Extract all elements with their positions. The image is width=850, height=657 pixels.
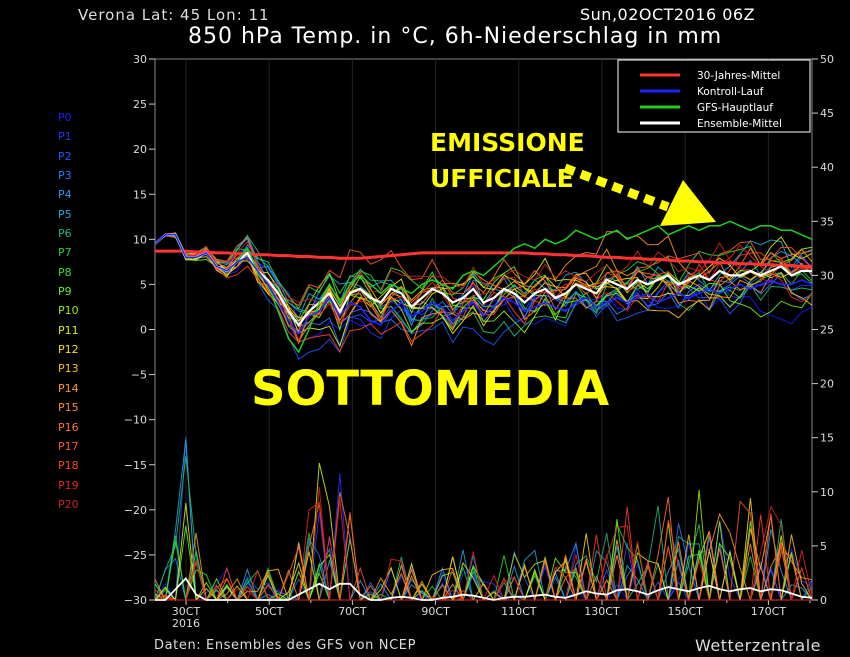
member-label-p7: P7 <box>58 246 72 260</box>
left-tick-label: −25 <box>124 549 147 562</box>
member-label-p5: P5 <box>58 207 72 221</box>
series-line-kontroll-lauf <box>154 234 813 336</box>
annotation-arrow-shaft <box>563 163 670 212</box>
x-tick-label: 150CT <box>667 605 703 618</box>
x-axis: 30CT 50CT 70CT 90CT 110CT 130CT 150CT 170CT 2016 <box>172 600 811 630</box>
member-label-p10: P10 <box>58 304 79 318</box>
left-tick-label: 30 <box>133 53 147 66</box>
right-tick-label: 30 <box>820 269 834 282</box>
right-tick-label: 40 <box>820 161 834 174</box>
location-label: Verona Lat: 45 Lon: 11 <box>78 6 270 24</box>
x-tick-sublabel: 2016 <box>172 617 200 630</box>
series-line-niederschlag-ensemble-mittel <box>155 576 813 601</box>
grid <box>185 59 769 600</box>
member-label-p19: P19 <box>58 478 79 492</box>
member-label-p13: P13 <box>58 362 79 376</box>
data-source: Daten: Ensembles des GFS von NCEP <box>154 638 417 653</box>
member-precip-line-p10 <box>155 490 812 602</box>
left-tick-label: −15 <box>124 459 147 472</box>
left-tick-label: 15 <box>133 188 147 201</box>
member-label-p1: P1 <box>58 130 72 144</box>
x-tick-label: 110CT <box>501 605 537 618</box>
left-tick-label: 0 <box>140 324 147 337</box>
right-tick-label: 5 <box>820 540 827 553</box>
left-tick-label: −20 <box>124 504 147 517</box>
member-label-p11: P11 <box>58 323 79 337</box>
series-lines <box>154 220 813 601</box>
right-tick-label: 35 <box>820 215 834 228</box>
left-tick-label: 25 <box>133 98 147 111</box>
annotation-ufficiale: UFFICIALE <box>430 164 574 193</box>
chart-title: 850 hPa Temp. in °C, 6h-Niederschlag in … <box>188 24 723 49</box>
left-tick-label: 10 <box>133 233 147 246</box>
x-tick-label: 50CT <box>255 605 284 618</box>
member-label-p15: P15 <box>58 401 79 415</box>
series-line-ensemble-mittel <box>154 233 812 327</box>
x-tick-label: 90CT <box>421 605 450 618</box>
x-tick-label: 30CT <box>172 605 201 618</box>
left-tick-label: −5 <box>131 369 147 382</box>
annotations: EMISSIONE UFFICIALE SOTTOMEDIA <box>251 128 716 417</box>
member-label-p17: P17 <box>58 439 79 453</box>
member-temp-line-p15 <box>154 231 813 328</box>
annotation-arrow-head <box>660 180 716 226</box>
left-tick-label: 20 <box>133 143 147 156</box>
legend-label-0: 30-Jahres-Mittel <box>697 70 780 82</box>
member-temp-line-p13 <box>154 233 813 319</box>
member-temp-line-p6 <box>154 234 813 337</box>
member-label-p8: P8 <box>58 265 72 279</box>
right-tick-label: 10 <box>820 486 834 499</box>
left-tick-label: −30 <box>124 594 147 607</box>
run-date: Sun,02OCT2016 06Z <box>580 5 756 24</box>
left-tick-label: 5 <box>140 278 147 291</box>
member-label-p18: P18 <box>58 459 79 473</box>
legend-box <box>617 59 811 133</box>
member-label-p6: P6 <box>58 227 72 241</box>
right-tick-label: 15 <box>820 432 834 445</box>
member-temp-line-p18 <box>154 233 812 353</box>
legend-label-1: Kontroll-Lauf <box>697 86 764 98</box>
right-tick-label: 20 <box>820 378 834 391</box>
member-label-p9: P9 <box>58 285 72 299</box>
member-label-p16: P16 <box>58 420 79 434</box>
annotation-emissione: EMISSIONE <box>430 128 585 157</box>
member-label-p0: P0 <box>58 111 72 124</box>
left-tick-label: −10 <box>124 414 147 427</box>
member-precip-line-p18 <box>154 506 812 601</box>
legend-label-2: GFS-Hauptlauf <box>697 102 773 114</box>
x-tick-label: 130CT <box>584 605 620 618</box>
member-list: P0 P1 P2 P3 P4 P5 P6 P7 P8 P9 P10 P11 P12 P13 P14 P15 P1… <box>58 108 108 514</box>
member-label-p20: P20 <box>58 497 79 511</box>
right-tick-label: 50 <box>820 53 834 66</box>
right-tick-label: 45 <box>820 107 834 120</box>
member-label-p2: P2 <box>58 149 72 163</box>
member-temp-line-p3 <box>154 232 813 347</box>
x-tick-label: 70CT <box>338 605 367 618</box>
right-tick-label: 25 <box>820 324 834 337</box>
member-temp-line-p2 <box>154 232 813 360</box>
legend: 30-Jahres-Mittel Kontroll-Lauf GFS-Hauptla… <box>617 59 811 133</box>
legend-label-3: Ensemble-Mittel <box>697 118 782 130</box>
annotation-sottomedia: SOTTOMEDIA <box>251 361 609 417</box>
member-label-p12: P12 <box>58 343 79 357</box>
series-line-30-jahres-mittel <box>155 249 812 268</box>
member-label-p4: P4 <box>58 188 72 202</box>
member-label-p3: P3 <box>58 169 72 183</box>
brand-label: Wetterzentrale <box>695 636 822 655</box>
left-axis: 30 25 20 15 10 5 0 −5 −10 −15 −20 −25 −30 <box>124 53 155 607</box>
x-tick-label: 170CT <box>751 605 787 618</box>
member-label-p14: P14 <box>58 381 79 395</box>
right-tick-label: 0 <box>820 594 827 607</box>
